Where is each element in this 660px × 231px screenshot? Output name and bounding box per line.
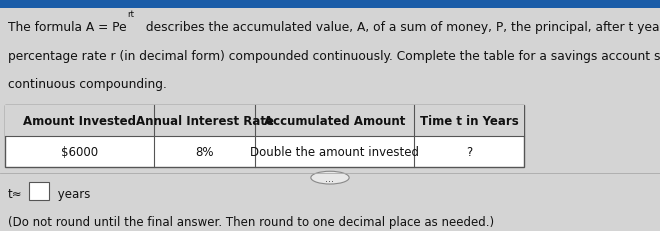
Text: describes the accumulated value, A, of a sum of money, P, the principal, after t: describes the accumulated value, A, of a… [142, 21, 660, 34]
Text: ...: ... [325, 173, 335, 183]
Bar [5, 105, 524, 167]
Text: continuous compounding.: continuous compounding. [8, 77, 167, 90]
Text: Time t in Years: Time t in Years [420, 114, 518, 127]
Text: rt: rt [127, 10, 135, 19]
Text: $6000: $6000 [61, 145, 98, 158]
Text: 8%: 8% [195, 145, 214, 158]
Bar [5, 105, 524, 136]
Text: years: years [54, 187, 90, 200]
Text: Double the amount invested: Double the amount invested [250, 145, 419, 158]
Bar [29, 182, 49, 200]
Text: Accumulated Amount: Accumulated Amount [264, 114, 405, 127]
Text: Annual Interest Rate: Annual Interest Rate [135, 114, 274, 127]
Text: Amount Invested: Amount Invested [23, 114, 136, 127]
Bar [0, 0, 660, 9]
Ellipse shape [311, 171, 349, 184]
Text: t≈: t≈ [8, 187, 22, 200]
Text: ?: ? [466, 145, 472, 158]
Text: percentage rate r (in decimal form) compounded continuously. Complete the table : percentage rate r (in decimal form) comp… [8, 50, 660, 63]
Text: (Do not round until the final answer. Then round to one decimal place as needed.: (Do not round until the final answer. Th… [8, 215, 494, 228]
Text: The formula A = Pe: The formula A = Pe [8, 21, 127, 34]
